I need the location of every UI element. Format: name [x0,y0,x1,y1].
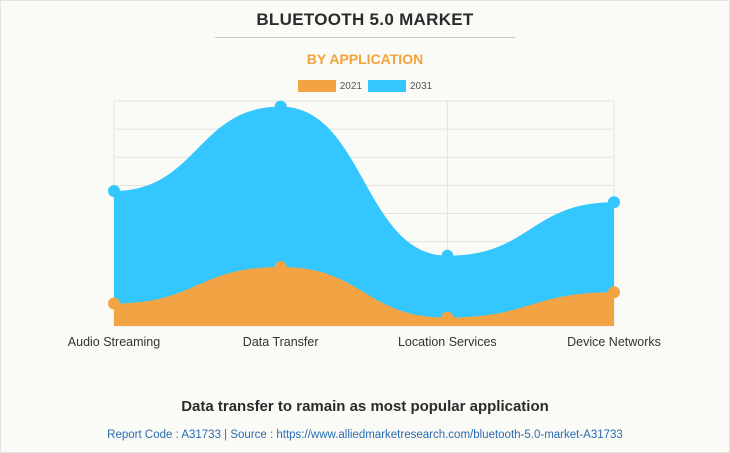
points-layer [108,100,620,324]
series-layer [114,106,614,326]
data-point-2021-2[interactable] [441,311,454,324]
report-source[interactable]: Report Code : A31733 | Source : https://… [107,429,623,441]
data-point-2021-3[interactable] [608,286,620,299]
legend-swatch-2021 [297,80,336,92]
data-point-2031-1[interactable] [274,100,287,113]
x-tick-label: Device Networks [567,335,661,349]
x-tick-label: Location Services [398,335,497,349]
x-tick-label: Audio Streaming [68,335,160,349]
series-area-2021 [114,266,614,326]
data-point-2031-0[interactable] [108,185,120,197]
x-tick-label: Data Transfer [243,335,319,349]
legend: 2021 2031 [0,80,730,92]
x-axis-ticks: Audio Streaming Data Transfer Location Ser… [68,335,661,349]
data-point-2021-1[interactable] [274,260,287,273]
title-divider [215,37,515,38]
legend-label-2021: 2021 [339,80,362,92]
legend-item-2031[interactable]: 2031 [368,80,432,92]
data-point-2021-0[interactable] [108,297,120,310]
chart-subtitle: BY APPLICATION [306,51,424,67]
data-point-2031-3[interactable] [608,196,620,209]
data-point-2031-2[interactable] [441,249,454,262]
chart-title: BLUETOOTH 5.0 MARKET [256,10,474,29]
legend-label-2031: 2031 [410,80,433,92]
legend-swatch-2031 [368,80,406,92]
chart-footnote: Data transfer to ramain as most popular … [181,398,549,415]
legend-item-2021[interactable]: 2021 [297,80,362,92]
